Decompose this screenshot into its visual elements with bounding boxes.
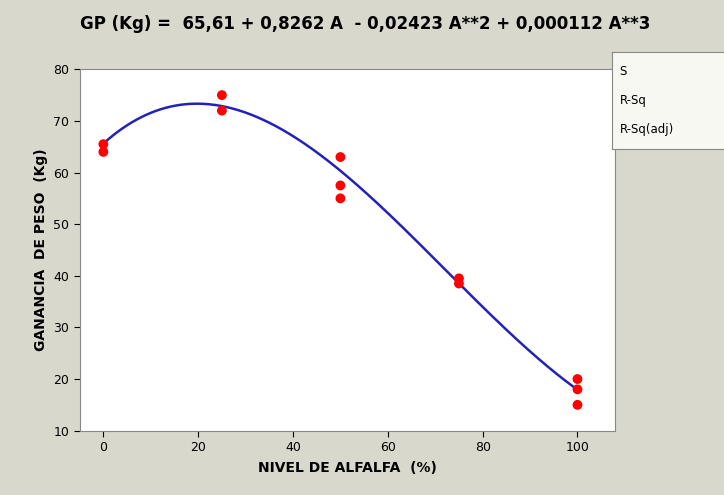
X-axis label: NIVEL DE ALFALFA  (%): NIVEL DE ALFALFA (%) [258,461,437,475]
Point [334,153,346,161]
Y-axis label: GANANCIA  DE PESO  (Kg): GANANCIA DE PESO (Kg) [34,148,48,351]
Point [334,195,346,202]
Text: R-Sq: R-Sq [620,94,647,107]
Point [453,280,465,288]
Point [572,375,584,383]
Point [453,274,465,282]
Point [216,91,227,99]
Point [98,140,109,148]
Point [334,182,346,190]
Text: R-Sq(adj): R-Sq(adj) [620,123,674,136]
Point [572,401,584,409]
Point [216,106,227,114]
Text: GP (Kg) =  65,61 + 0,8262 A  - 0,02423 A**2 + 0,000112 A**3: GP (Kg) = 65,61 + 0,8262 A - 0,02423 A**… [80,15,650,33]
Point [572,386,584,394]
Text: S: S [620,65,627,78]
Point [98,148,109,156]
